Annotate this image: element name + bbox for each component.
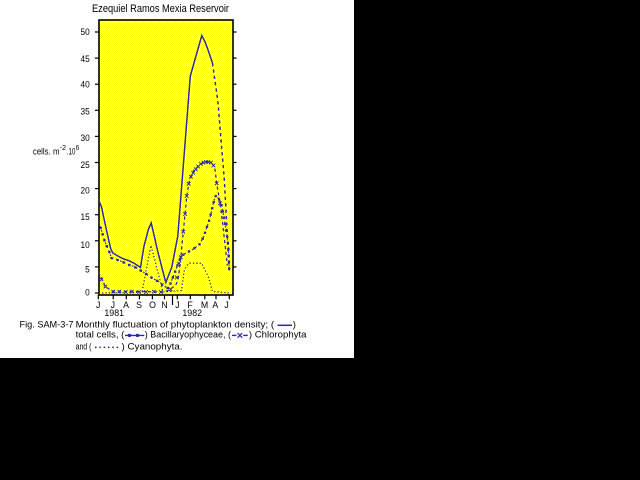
svg-text:F: F <box>187 300 193 310</box>
svg-text:and (: and ( <box>76 342 92 353</box>
svg-text:0: 0 <box>85 288 90 298</box>
svg-text:25: 25 <box>81 160 90 170</box>
svg-text:15: 15 <box>81 212 90 222</box>
svg-text:Fig. SAM-3-7: Fig. SAM-3-7 <box>20 320 74 331</box>
svg-text:35: 35 <box>81 107 90 117</box>
svg-text:Monthly fluctuation of phytopl: Monthly fluctuation of phytoplankton den… <box>76 320 275 331</box>
svg-text:1981: 1981 <box>104 308 124 318</box>
svg-text:J: J <box>96 300 100 310</box>
svg-text:A: A <box>123 300 129 310</box>
svg-text:30: 30 <box>81 133 90 143</box>
svg-text:A: A <box>212 300 218 310</box>
svg-text:J: J <box>175 300 179 310</box>
svg-text:J: J <box>111 300 115 310</box>
svg-text:45: 45 <box>81 54 90 64</box>
svg-text:1982: 1982 <box>182 308 202 318</box>
svg-text:10: 10 <box>81 240 90 250</box>
svg-text:40: 40 <box>81 80 90 90</box>
svg-text:) Bacillaryophyceae, (: ) Bacillaryophyceae, ( <box>145 330 232 341</box>
svg-text:5: 5 <box>85 265 90 275</box>
svg-text:J: J <box>224 300 228 310</box>
svg-text:) Chlorophyta: ) Chlorophyta <box>249 330 307 341</box>
svg-text:Ezequiel Ramos Mexia Reservoir: Ezequiel Ramos Mexia Reservoir <box>92 3 229 15</box>
svg-text:) Cyanophyta.: ) Cyanophyta. <box>122 342 183 353</box>
svg-text:-2: -2 <box>60 143 67 152</box>
svg-text:cells. m: cells. m <box>33 146 60 157</box>
svg-text:total cells, (: total cells, ( <box>76 330 126 341</box>
svg-text:50: 50 <box>81 27 90 37</box>
svg-text:.10: .10 <box>67 146 76 157</box>
svg-text:O: O <box>149 300 156 310</box>
svg-text:N: N <box>161 300 167 310</box>
svg-text:20: 20 <box>81 186 90 196</box>
svg-text:S: S <box>136 300 142 310</box>
svg-text:): ) <box>293 320 296 331</box>
svg-text:M: M <box>201 300 208 310</box>
svg-text:6: 6 <box>76 143 80 152</box>
